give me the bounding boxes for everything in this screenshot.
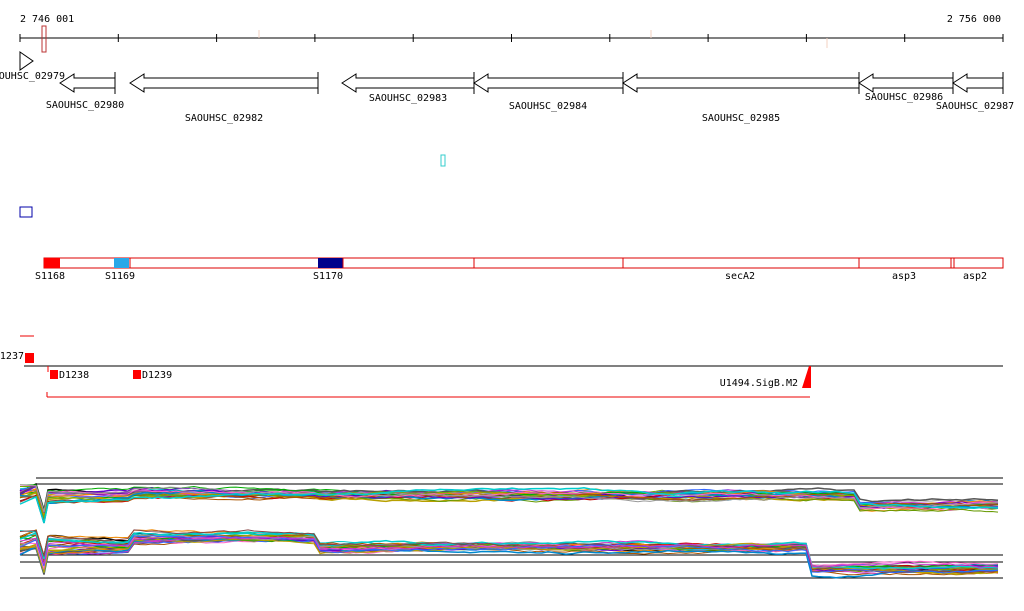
segment-label: S1170 bbox=[313, 271, 343, 282]
ruler-start: 2 746 001 bbox=[20, 14, 74, 25]
position-marker bbox=[41, 25, 47, 53]
marker bbox=[440, 154, 446, 167]
feature-box bbox=[133, 370, 141, 379]
segment bbox=[44, 258, 60, 268]
gene-arrow bbox=[19, 51, 34, 71]
expression-profile bbox=[19, 529, 999, 574]
feature-box bbox=[50, 370, 58, 379]
expression-profile bbox=[19, 493, 999, 523]
expression-profile bbox=[19, 484, 999, 511]
segment-label: S1168 bbox=[35, 271, 65, 282]
gene-label: SAOUHSC_02982 bbox=[185, 113, 263, 124]
gene-arrows bbox=[59, 72, 1004, 94]
segment bbox=[114, 258, 129, 268]
ruler-ticks bbox=[19, 34, 1004, 42]
gene-label: SAOUHSC_02980 bbox=[46, 100, 124, 111]
gene-label: SAOUHSC_02984 bbox=[509, 101, 587, 112]
segment bbox=[318, 258, 343, 268]
marker bbox=[19, 206, 33, 218]
expression-profile bbox=[19, 536, 999, 568]
expression-profile bbox=[19, 487, 998, 524]
gene-label: SAOUHSC_02986 bbox=[865, 92, 943, 103]
feature-label: U1494.SigB.M2 bbox=[720, 378, 798, 389]
gene-label: SAOUHSC_02979 bbox=[0, 71, 65, 82]
feature-label: D1238 bbox=[59, 370, 89, 381]
expression-tracks bbox=[19, 477, 1003, 579]
segment-dividers bbox=[129, 258, 955, 268]
ruler-end: 2 756 000 bbox=[947, 14, 1001, 25]
segment-label: secA2 bbox=[725, 271, 755, 282]
gene-label: SAOUHSC_02985 bbox=[702, 113, 780, 124]
feature-box bbox=[25, 353, 34, 363]
segment-label: asp2 bbox=[963, 271, 987, 282]
expression-profile bbox=[19, 535, 999, 574]
segment-label: asp3 bbox=[892, 271, 916, 282]
segment-label: S1169 bbox=[105, 271, 135, 282]
feature-arrow bbox=[802, 366, 811, 388]
expression-profile bbox=[19, 484, 999, 512]
feature-label: D1237 bbox=[0, 351, 24, 362]
gene-label: SAOUHSC_02983 bbox=[369, 93, 447, 104]
gene-label: SAOUHSC_02987 bbox=[936, 101, 1014, 112]
feature-label: D1239 bbox=[142, 370, 172, 381]
